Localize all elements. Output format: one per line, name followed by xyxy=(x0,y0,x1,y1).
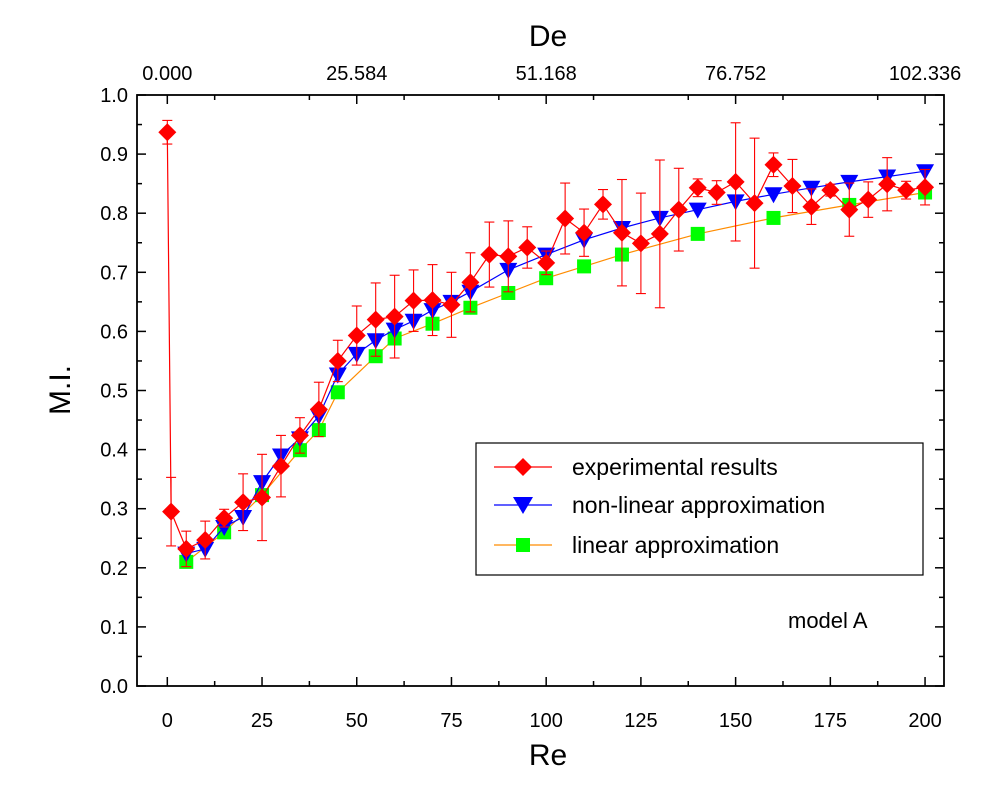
data-point xyxy=(764,155,783,174)
legend-item-linear: linear approximation xyxy=(494,532,779,558)
y-tick-label: 0.0 xyxy=(100,676,128,698)
y-tick-label: 0.8 xyxy=(100,203,128,225)
data-point xyxy=(726,172,745,191)
top-axis-label: De xyxy=(529,20,567,53)
data-point xyxy=(328,351,347,370)
legend-label-experimental: experimental results xyxy=(572,454,778,480)
data-point xyxy=(253,488,272,507)
x-tick-label: 25 xyxy=(251,710,273,732)
top-tick-label: 0.000 xyxy=(142,63,192,85)
top-tick-label: 25.584 xyxy=(326,63,387,85)
data-point xyxy=(669,200,688,219)
data-point xyxy=(802,197,821,216)
data-point xyxy=(916,178,935,197)
series-layer xyxy=(158,119,935,569)
x-tick-label: 100 xyxy=(529,710,562,732)
legend-box xyxy=(475,442,924,576)
legend-marker-diamond xyxy=(514,458,532,476)
data-point xyxy=(764,187,783,204)
axis-ticks xyxy=(137,94,944,687)
data-point xyxy=(442,295,461,314)
data-point xyxy=(162,502,181,521)
data-point xyxy=(594,195,613,214)
top-tick-label: 102.336 xyxy=(889,63,961,85)
data-point xyxy=(878,175,897,194)
data-point xyxy=(480,245,499,264)
legend-item-experimental: experimental results xyxy=(494,454,778,480)
legend: experimental results non-linear approxim… xyxy=(475,442,924,576)
data-point xyxy=(423,291,442,310)
data-point xyxy=(575,223,594,242)
data-point xyxy=(290,426,309,445)
x-tick-label: 75 xyxy=(440,710,462,732)
data-point xyxy=(461,273,480,292)
model-annotation: model A xyxy=(788,608,868,633)
data-point xyxy=(821,181,840,200)
data-point xyxy=(404,291,423,310)
data-point xyxy=(897,181,916,200)
data-point xyxy=(385,307,404,326)
data-point xyxy=(766,210,781,225)
data-point xyxy=(688,202,707,219)
legend-label-non-linear: non-linear approximation xyxy=(572,492,825,518)
y-tick-label: 0.5 xyxy=(100,381,128,403)
data-point xyxy=(577,259,592,274)
data-point xyxy=(309,400,328,419)
data-point xyxy=(707,183,726,202)
data-point xyxy=(196,531,215,550)
data-point xyxy=(271,457,290,476)
data-point xyxy=(366,310,385,329)
top-tick-label: 51.168 xyxy=(516,63,577,85)
data-point xyxy=(859,190,878,209)
y-tick-label: 0.2 xyxy=(100,558,128,580)
data-point xyxy=(631,234,650,253)
data-point xyxy=(783,177,802,196)
plot-frame xyxy=(136,94,945,687)
data-point xyxy=(690,226,705,241)
y-tick-label: 0.6 xyxy=(100,321,128,343)
legend-marker-square xyxy=(516,538,530,552)
data-point xyxy=(612,223,631,242)
data-point xyxy=(330,385,345,400)
x-tick-label: 200 xyxy=(908,710,941,732)
x-tick-label: 150 xyxy=(719,710,752,732)
data-point xyxy=(234,493,253,512)
data-point xyxy=(158,123,177,142)
data-point xyxy=(501,285,516,300)
x-axis-label: Re xyxy=(529,739,567,772)
data-point xyxy=(650,224,669,243)
legend-item-non-linear: non-linear approximation xyxy=(494,492,825,518)
y-tick-label: 0.3 xyxy=(100,499,128,521)
x-tick-label: 0 xyxy=(162,710,173,732)
x-tick-label: 175 xyxy=(814,710,847,732)
y-tick-label: 0.1 xyxy=(100,617,128,639)
data-point xyxy=(840,200,859,219)
data-point xyxy=(537,253,556,272)
data-point xyxy=(177,539,196,558)
legend-marker-triangle xyxy=(513,497,533,514)
x-tick-label: 125 xyxy=(624,710,657,732)
y-tick-label: 0.7 xyxy=(100,262,128,284)
top-tick-label: 76.752 xyxy=(705,63,766,85)
y-tick-label: 0.4 xyxy=(100,440,128,462)
data-point xyxy=(499,247,518,266)
data-point xyxy=(347,326,366,345)
y-tick-label: 1.0 xyxy=(100,85,128,107)
y-axis-label: M.I. xyxy=(44,365,77,415)
tick-labels: 0 25 50 75 100 125 150 175 200 0.000 25.584 51.168 7… xyxy=(100,63,961,732)
data-point xyxy=(215,509,234,528)
data-point xyxy=(745,194,764,213)
series-0 xyxy=(158,119,935,568)
data-point xyxy=(518,238,537,257)
y-tick-label: 0.9 xyxy=(100,144,128,166)
legend-label-linear: linear approximation xyxy=(572,532,779,558)
x-tick-label: 50 xyxy=(346,710,368,732)
data-point xyxy=(688,178,707,197)
data-point xyxy=(556,209,575,228)
